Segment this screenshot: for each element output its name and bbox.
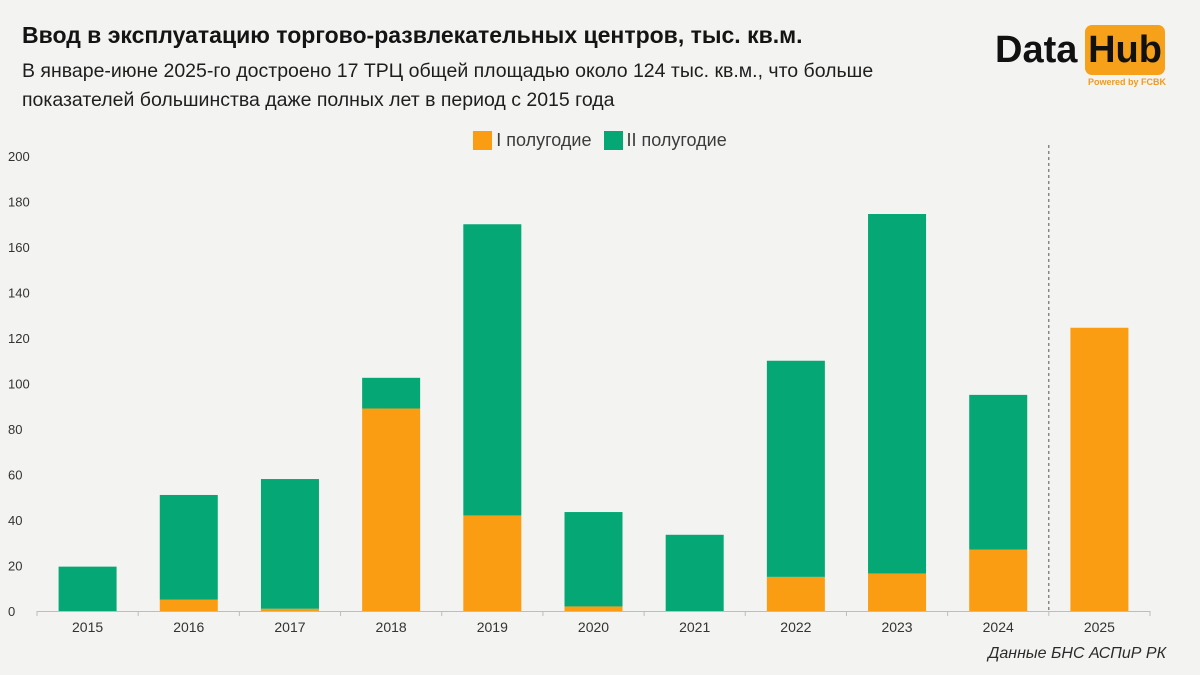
bar-h2-2021 (665, 534, 724, 611)
y-tick-label: 140 (8, 286, 30, 301)
bar-h2-2023 (868, 214, 927, 574)
legend-label-h1: I полугодие (496, 130, 592, 150)
legend-item-h2: II полугодие (603, 130, 727, 151)
x-tick-label: 2017 (274, 619, 305, 635)
bar-h2-2024 (969, 394, 1028, 550)
datahub-logo: Data Hub Powered by FCBK (995, 25, 1175, 95)
y-tick-label: 100 (8, 377, 30, 392)
bar-h2-2018 (362, 377, 421, 409)
chart-subtitle: В январе-июне 2025-го достроено 17 ТРЦ о… (22, 60, 874, 111)
bar-h1-2019 (463, 515, 522, 611)
y-tick-label: 160 (8, 240, 30, 255)
x-tick-label: 2016 (173, 619, 204, 635)
legend-swatch-h1 (473, 131, 493, 150)
bar-h1-2020 (564, 606, 623, 611)
x-tick-label: 2025 (1084, 619, 1115, 635)
y-tick-label: 0 (8, 604, 15, 619)
bar-h2-2016 (159, 494, 218, 600)
bar-h1-2023 (868, 573, 927, 611)
legend-item-h1: I полугодие (473, 130, 592, 151)
bar-h2-2020 (564, 512, 623, 607)
logo-data-text: Data (995, 29, 1078, 71)
chart-title: Ввод в эксплуатацию торгово-развлекатель… (22, 22, 803, 48)
x-tick-label: 2021 (679, 619, 710, 635)
y-tick-label: 80 (8, 422, 22, 437)
x-tick-label: 2022 (780, 619, 811, 635)
x-tick-label: 2020 (578, 619, 609, 635)
y-tick-label: 120 (8, 331, 30, 346)
bar-h2-2017 (260, 479, 319, 609)
source-note: Данные БНС АСПиР РК (988, 645, 1166, 662)
y-tick-label: 180 (8, 195, 30, 210)
bar-h1-2024 (969, 549, 1028, 611)
bar-h1-2018 (362, 408, 421, 611)
y-tick-label: 40 (8, 513, 22, 528)
x-tick-label: 2019 (477, 619, 508, 635)
bar-h2-2015 (58, 566, 117, 611)
bar-h2-2019 (463, 224, 522, 516)
bar-h2-2022 (766, 360, 825, 577)
y-tick-label: 20 (8, 559, 22, 574)
logo-hub-text: Hub (1085, 25, 1165, 75)
legend-label-h2: II полугодие (626, 130, 727, 150)
y-tick-label: 200 (8, 149, 30, 164)
y-tick-label: 60 (8, 468, 22, 483)
bar-h1-2016 (159, 599, 218, 611)
x-tick-label: 2024 (983, 619, 1014, 635)
legend-swatch-h2 (603, 131, 623, 150)
bar-h1-2025 (1070, 327, 1129, 611)
x-tick-label: 2018 (376, 619, 407, 635)
bar-h1-2017 (260, 608, 319, 611)
x-tick-label: 2023 (881, 619, 912, 635)
logo-powered-text: Powered by FCBK (1087, 77, 1166, 87)
chart-legend: I полугодие II полугодие (0, 130, 1200, 151)
bar-h1-2022 (766, 576, 825, 611)
x-tick-label: 2015 (72, 619, 103, 635)
